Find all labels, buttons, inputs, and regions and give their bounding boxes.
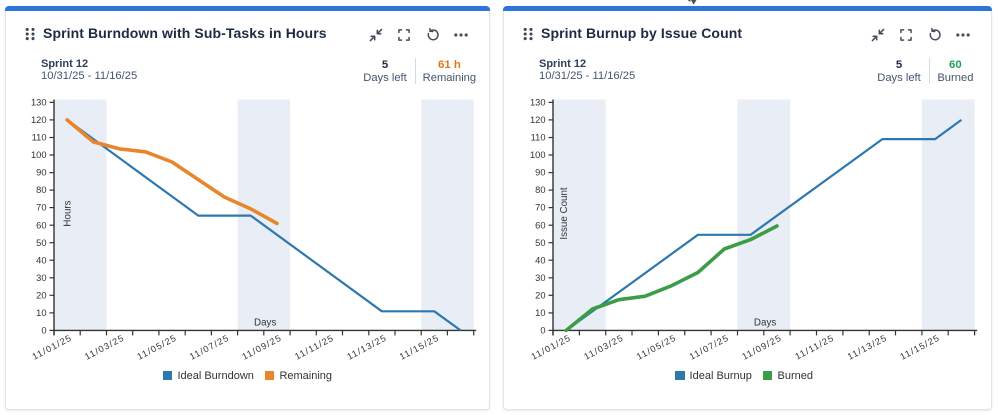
svg-text:100: 100 [530, 150, 546, 160]
svg-text:0: 0 [41, 326, 46, 336]
svg-text:11/11/25: 11/11/25 [793, 333, 836, 362]
svg-text:130: 130 [31, 98, 47, 108]
svg-text:11/01/25: 11/01/25 [530, 333, 573, 362]
svg-text:11/07/25: 11/07/25 [688, 333, 731, 362]
svg-text:11/01/25: 11/01/25 [31, 333, 74, 362]
svg-text:130: 130 [530, 98, 546, 108]
svg-text:120: 120 [530, 115, 546, 125]
svg-text:11/09/25: 11/09/25 [740, 333, 783, 362]
svg-text:70: 70 [36, 203, 46, 213]
svg-text:11/03/25: 11/03/25 [83, 333, 126, 362]
svg-text:40: 40 [36, 255, 46, 265]
svg-text:60: 60 [36, 220, 46, 230]
svg-text:11/05/25: 11/05/25 [635, 333, 678, 362]
svg-text:110: 110 [531, 133, 546, 143]
svg-text:10: 10 [36, 308, 46, 318]
svg-text:20: 20 [535, 290, 545, 300]
svg-text:90: 90 [535, 168, 545, 178]
svg-text:50: 50 [535, 238, 545, 248]
svg-text:0: 0 [540, 326, 545, 336]
svg-text:30: 30 [535, 273, 545, 283]
svg-text:30: 30 [36, 273, 46, 283]
svg-text:11/11/25: 11/11/25 [293, 333, 336, 362]
svg-text:50: 50 [36, 238, 46, 248]
svg-text:Issue Count: Issue Count [559, 187, 570, 240]
svg-text:60: 60 [535, 220, 545, 230]
svg-text:20: 20 [36, 290, 46, 300]
svg-text:120: 120 [31, 115, 47, 125]
svg-text:11/03/25: 11/03/25 [582, 333, 625, 362]
svg-text:11/05/25: 11/05/25 [135, 333, 178, 362]
svg-text:11/13/25: 11/13/25 [846, 333, 889, 362]
svg-text:10: 10 [535, 308, 545, 318]
svg-text:11/13/25: 11/13/25 [345, 333, 388, 362]
svg-text:40: 40 [535, 255, 545, 265]
svg-text:80: 80 [36, 185, 46, 195]
svg-text:11/15/25: 11/15/25 [898, 333, 941, 362]
svg-text:11/15/25: 11/15/25 [398, 333, 441, 362]
svg-text:11/09/25: 11/09/25 [240, 333, 283, 362]
svg-text:90: 90 [36, 168, 46, 178]
svg-text:100: 100 [31, 150, 47, 160]
svg-text:11/07/25: 11/07/25 [188, 333, 231, 362]
svg-text:Hours: Hours [62, 200, 73, 226]
svg-text:Days: Days [254, 317, 276, 328]
svg-text:70: 70 [535, 203, 545, 213]
svg-text:110: 110 [32, 133, 47, 143]
svg-text:80: 80 [535, 185, 545, 195]
svg-text:Days: Days [754, 317, 776, 328]
